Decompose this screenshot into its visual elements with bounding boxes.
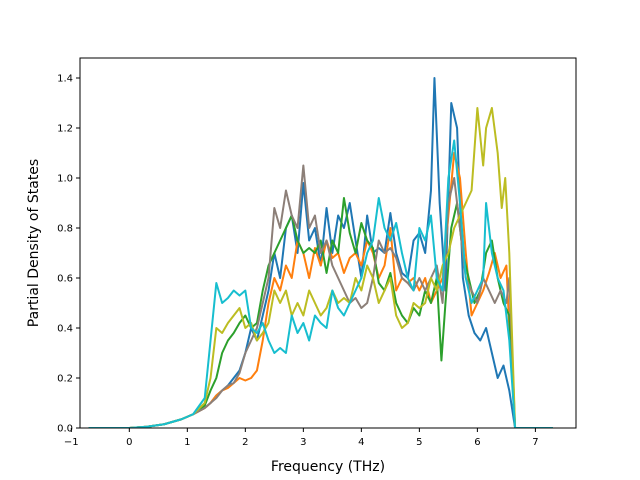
y-tick-label: 0.8 — [57, 224, 73, 235]
x-tick-label: 4 — [358, 437, 364, 448]
y-tick-label: 1.2 — [57, 124, 73, 135]
series-line-2 — [88, 152, 553, 428]
y-tick-label: 0.2 — [57, 374, 73, 385]
y-axis-label: Partial Density of States — [26, 159, 42, 327]
x-tick-label: 2 — [242, 437, 248, 448]
plot-frame — [79, 57, 577, 429]
x-tick-label: 0 — [126, 437, 132, 448]
y-tick-label: 0.0 — [57, 424, 73, 435]
y-tick-label: 1.4 — [57, 74, 73, 85]
x-tick-label: 5 — [416, 437, 422, 448]
x-axis: −1 0 1 2 3 4 5 6 7 — [64, 428, 539, 448]
y-tick-label: 0.6 — [57, 274, 73, 285]
y-axis: 0.0 0.2 0.4 0.6 0.8 1.0 1.2 1.4 — [57, 74, 80, 435]
x-tick-label: 1 — [184, 437, 190, 448]
series-layer — [88, 77, 553, 428]
series-line-6 — [88, 139, 553, 428]
y-tick-label: 1.0 — [57, 174, 73, 185]
x-tick-label: −1 — [64, 437, 79, 448]
x-axis-label: Frequency (THz) — [271, 459, 385, 475]
y-tick-label: 0.4 — [57, 324, 73, 335]
x-tick-label: 3 — [300, 437, 306, 448]
x-tick-label: 6 — [474, 437, 480, 448]
x-tick-label: 7 — [532, 437, 538, 448]
